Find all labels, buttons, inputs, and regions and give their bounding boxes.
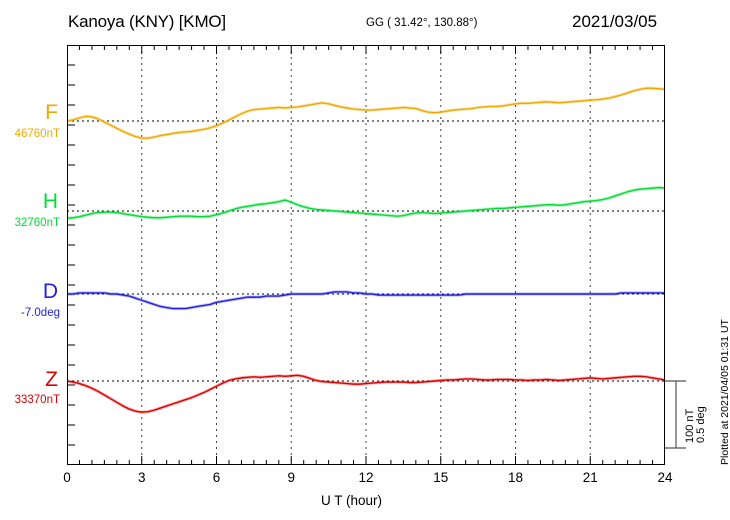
component-baseline-f: 46760nT [14,128,60,140]
plotted-at-stamp: Plotted at 2021/04/05 01:31 UT [719,319,730,465]
x-tick-label: 3 [137,470,146,485]
plot-area [67,45,665,465]
component-baseline-z: 33370nT [14,394,60,406]
scale-bar [665,380,686,449]
geographic-coordinates: GG ( 31.42°, 130.88°) [366,17,478,29]
x-tick-label: 15 [433,470,449,485]
trace-f [67,87,665,139]
trace-d [67,291,665,310]
trace-z [67,374,665,413]
x-tick-label: 18 [507,470,524,485]
component-baseline-d: -7.0deg [20,307,60,319]
grid-layer [141,45,591,465]
component-label-f: F [45,101,58,124]
x-tick-label: 9 [287,470,295,485]
component-label-d: D [42,280,58,303]
scale-bar-deg-label: 0.5 deg [695,406,707,443]
component-label-z: Z [45,368,58,391]
tick-layer [67,45,665,465]
x-tick-label: 0 [63,470,71,485]
traces-svg [67,45,665,465]
x-tick-label: 21 [582,470,598,485]
observation-date: 2021/03/05 [572,12,658,31]
component-label-h: H [42,190,58,213]
x-tick-label: 24 [657,470,673,485]
x-axis-title: U T (hour) [321,493,383,508]
station-title: Kanoya (KNY) [KMO] [68,12,226,31]
x-tick-label: 6 [212,470,221,485]
x-tick-label: 12 [358,470,374,485]
component-baseline-h: 32760nT [14,217,60,229]
trace-h [67,186,665,219]
trace-layer [67,86,665,414]
